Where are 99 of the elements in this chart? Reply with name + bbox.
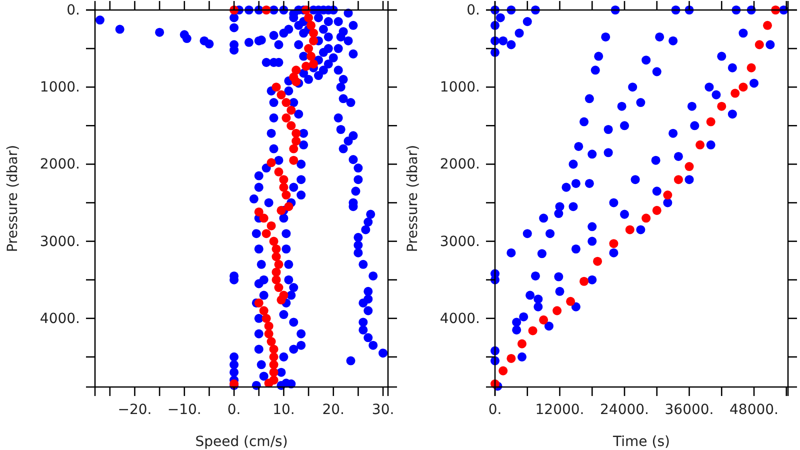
point	[684, 162, 694, 172]
point	[269, 236, 278, 246]
point	[302, 62, 311, 71]
point	[292, 128, 301, 138]
point	[609, 239, 618, 248]
x-tick-label: 24000.	[600, 402, 650, 418]
point	[754, 40, 764, 50]
point	[306, 52, 316, 61]
point	[269, 368, 278, 377]
point	[308, 28, 318, 38]
point	[259, 306, 268, 316]
point	[276, 90, 286, 100]
x-tick-label: 12000.	[535, 402, 584, 418]
point	[272, 82, 281, 92]
point	[528, 326, 538, 336]
point	[517, 339, 526, 348]
point	[292, 66, 301, 75]
point	[730, 88, 740, 98]
point	[254, 207, 264, 216]
point	[506, 354, 516, 363]
x-tick-label: 20.	[322, 402, 345, 418]
point	[304, 13, 314, 22]
x-tick-label: 48000.	[730, 402, 779, 418]
point	[272, 244, 281, 254]
point	[696, 140, 705, 150]
point	[269, 344, 278, 354]
point	[286, 121, 296, 130]
point	[272, 268, 281, 277]
point	[274, 260, 284, 269]
point	[304, 44, 314, 54]
x-tick-label: −20.	[118, 402, 152, 418]
point	[762, 20, 772, 30]
y-tick-label: 1000.	[440, 80, 480, 96]
point	[308, 59, 318, 68]
point	[539, 315, 548, 324]
x-tick-label: 0.	[488, 402, 502, 418]
y-tick-label: 1000.	[40, 80, 80, 96]
point	[308, 36, 318, 46]
x-tick-label: 0.	[227, 402, 241, 418]
point	[738, 82, 748, 92]
point	[289, 156, 298, 165]
y-tick-label: 4000.	[40, 310, 80, 327]
point	[286, 106, 296, 115]
point	[593, 256, 602, 266]
x-tick-label: −10.	[167, 402, 202, 418]
point	[717, 102, 726, 111]
point	[274, 283, 284, 292]
point	[552, 306, 562, 316]
x-tick-label: 36000.	[664, 402, 714, 418]
y-tick-label: 0.	[66, 2, 80, 18]
point	[254, 298, 264, 308]
point	[292, 136, 301, 146]
y-tick-label: 3000.	[40, 234, 80, 250]
point	[292, 77, 301, 86]
point	[674, 175, 683, 184]
point	[264, 378, 274, 388]
point	[289, 144, 298, 154]
y-tick-label: 2000.	[40, 156, 80, 173]
point	[262, 314, 271, 323]
point	[269, 360, 278, 370]
x-axis-title: Speed (cm/s)	[195, 434, 288, 450]
x-axis-title: Time (s)	[612, 434, 670, 450]
point	[663, 190, 672, 200]
point	[262, 229, 271, 238]
point	[284, 202, 294, 212]
point	[580, 276, 589, 286]
point	[625, 225, 634, 234]
point	[279, 182, 288, 192]
point	[642, 214, 651, 223]
y-axis-title: Pressure (dbar)	[405, 144, 421, 252]
point	[279, 175, 288, 184]
x-tick-label: 10.	[272, 402, 295, 418]
point	[264, 322, 274, 331]
point	[282, 98, 291, 108]
point	[498, 366, 508, 376]
x-tick-label: 30.	[372, 402, 394, 418]
point	[274, 167, 284, 176]
point	[276, 206, 286, 215]
point	[266, 158, 276, 168]
point	[652, 206, 662, 215]
y-tick-label: 0.	[466, 2, 480, 18]
y-tick-label: 3000.	[440, 234, 480, 250]
point	[269, 352, 278, 362]
point	[706, 117, 716, 126]
point	[266, 221, 276, 230]
point	[566, 296, 576, 306]
point	[746, 63, 756, 72]
point	[282, 113, 291, 122]
point	[276, 295, 286, 304]
y-axis-title: Pressure (dbar)	[5, 144, 21, 252]
point	[272, 275, 281, 284]
point	[306, 20, 316, 30]
point	[259, 214, 268, 223]
point	[264, 329, 274, 338]
point	[266, 337, 276, 346]
point	[272, 252, 281, 262]
point	[282, 190, 291, 200]
y-tick-label: 4000.	[440, 310, 480, 327]
y-tick-label: 2000.	[440, 156, 480, 173]
